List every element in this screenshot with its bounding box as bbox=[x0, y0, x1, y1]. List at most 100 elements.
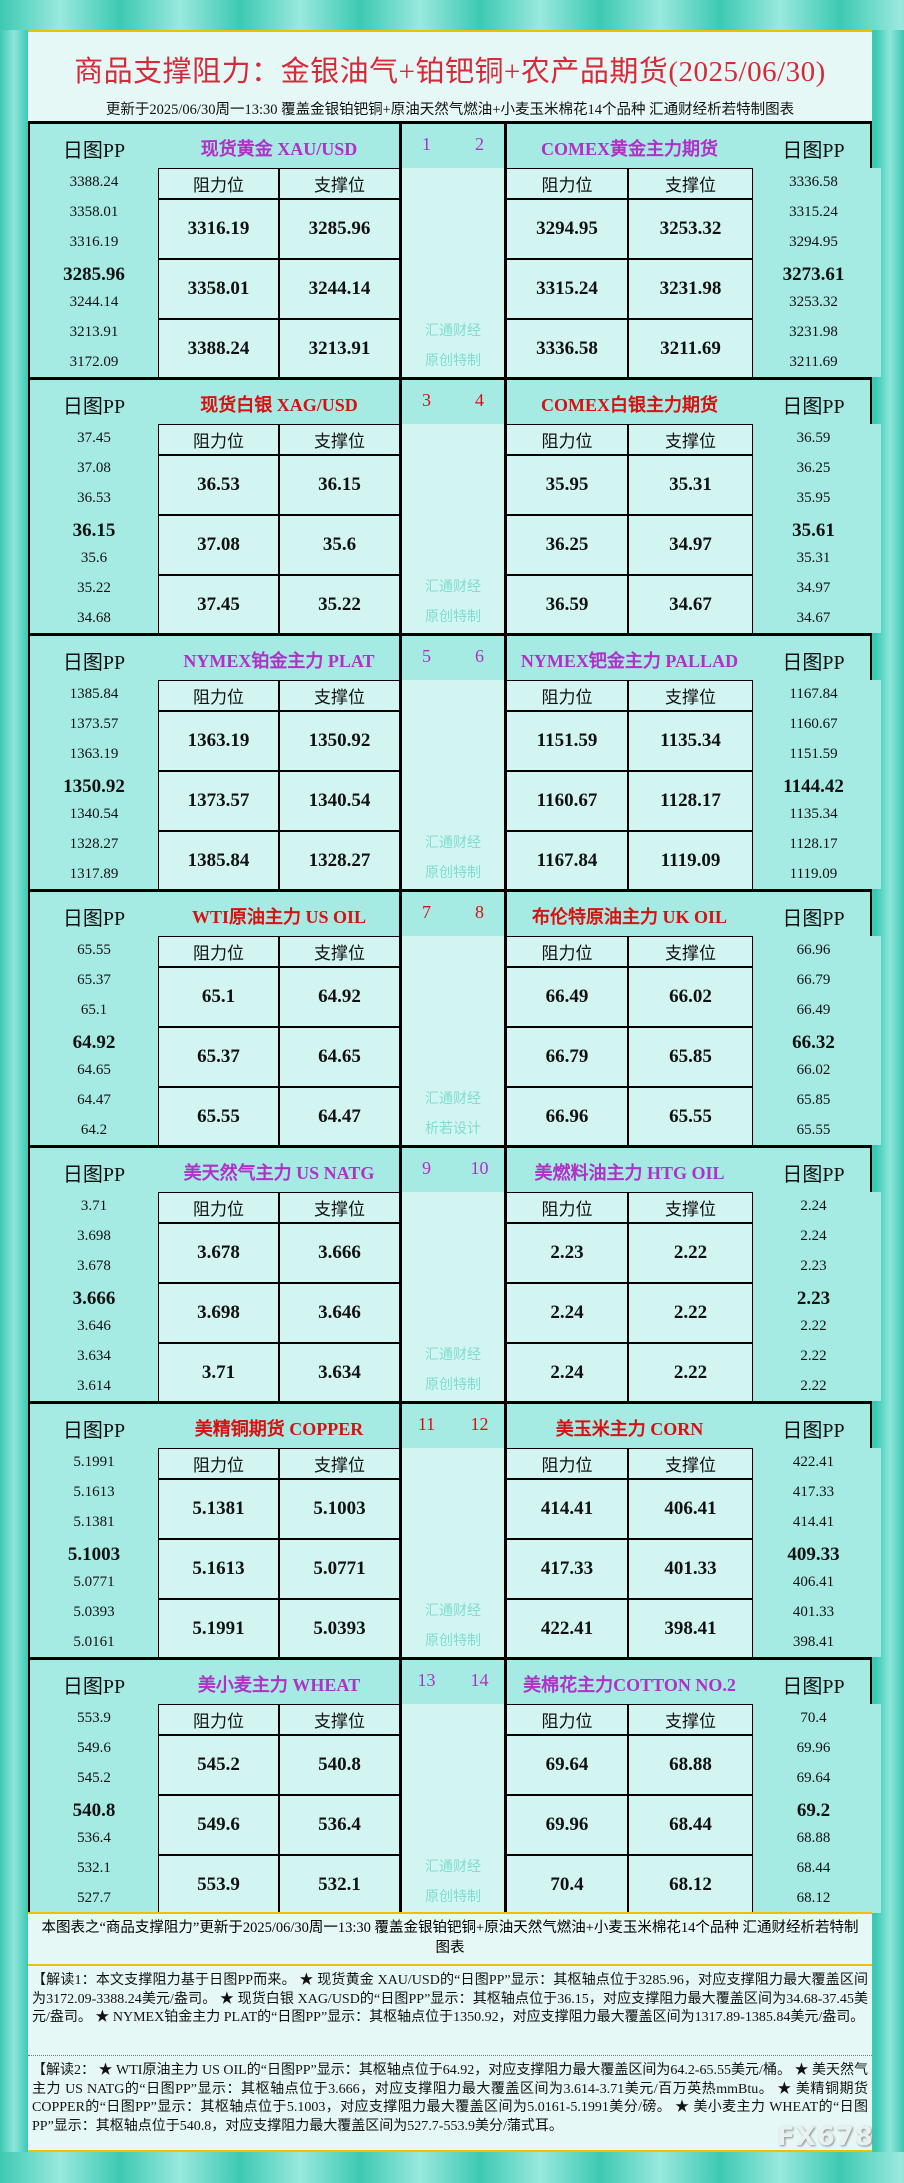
commodity-block: 日图PP 美精铜期货 COPPER 5.1991 5.1613 5.1381 5.1003… bbox=[28, 1401, 881, 1658]
support-cell: 3211.69 bbox=[628, 319, 753, 378]
support-cell: 65.85 bbox=[628, 1027, 753, 1087]
block-header bbox=[30, 124, 870, 168]
pivot-level: 64.65 bbox=[77, 1062, 111, 1078]
pivot-level: 35.31 bbox=[796, 550, 831, 566]
resistance-cell: 36.53 bbox=[158, 455, 279, 515]
resistance-cell: 422.41 bbox=[506, 1599, 628, 1658]
pivot-level: 37.45 bbox=[77, 430, 111, 446]
resistance-cell: 65.55 bbox=[158, 1087, 279, 1146]
footer: 本图表之“商品支撑阻力”更新于2025/06/30周一13:30 覆盖金银铂钯铜… bbox=[28, 1912, 872, 2152]
divider bbox=[504, 380, 507, 633]
support-header: 支撑位 bbox=[279, 168, 400, 199]
divider bbox=[504, 636, 507, 889]
support-cell: 2.22 bbox=[628, 1283, 753, 1343]
watermark-text: 汇通财经 bbox=[425, 324, 481, 339]
watermark-text: 汇通财经 bbox=[425, 1092, 481, 1107]
divider bbox=[399, 380, 402, 633]
pivot-level: 1128.17 bbox=[789, 836, 838, 852]
commodity-title: 美燃料油主力 HTG OIL bbox=[534, 1163, 725, 1183]
pivot-level: 5.1381 bbox=[73, 1514, 115, 1530]
watermark-text: 原创特制 bbox=[425, 354, 481, 369]
pivot-level: 532.1 bbox=[77, 1860, 111, 1876]
support-cell: 34.97 bbox=[628, 515, 753, 575]
block-header bbox=[30, 1148, 870, 1192]
pivot-level: 3.614 bbox=[77, 1378, 111, 1394]
resistance-header: 阻力位 bbox=[158, 1192, 279, 1223]
commodity-block: 日图PP 美天然气主力 US NATG 3.71 3.698 3.678 3.666 3.6… bbox=[28, 1145, 881, 1402]
resistance-cell: 3336.58 bbox=[506, 319, 628, 378]
pivot-point: 36.15 bbox=[72, 520, 116, 541]
pivot-level: 3358.01 bbox=[69, 204, 119, 220]
divider bbox=[399, 124, 402, 377]
resistance-cell: 66.49 bbox=[506, 967, 628, 1027]
pivot-level: 1160.67 bbox=[789, 716, 838, 732]
support-cell: 3.646 bbox=[279, 1283, 400, 1343]
resistance-header: 阻力位 bbox=[158, 424, 279, 455]
pp-label: 日图PP bbox=[62, 140, 126, 162]
support-header: 支撑位 bbox=[279, 936, 400, 967]
pivot-level: 64.2 bbox=[80, 1122, 108, 1138]
pivot-level: 3.678 bbox=[77, 1258, 111, 1274]
resistance-cell: 1167.84 bbox=[506, 831, 628, 890]
commodity-title: COMEX黄金主力期货 bbox=[541, 139, 718, 159]
support-cell: 66.02 bbox=[628, 967, 753, 1027]
pivot-level: 65.37 bbox=[77, 972, 111, 988]
commodity-block: 日图PP WTI原油主力 US OIL 65.55 65.37 65.1 64.92 64.… bbox=[28, 889, 881, 1146]
divider bbox=[399, 1660, 402, 1913]
support-cell: 68.12 bbox=[628, 1855, 753, 1914]
pivot-level: 553.9 bbox=[77, 1710, 111, 1726]
pivot-point: 3273.61 bbox=[782, 264, 845, 285]
resistance-header: 阻力位 bbox=[506, 1448, 628, 1479]
support-cell: 5.0393 bbox=[279, 1599, 400, 1658]
support-header: 支撑位 bbox=[628, 680, 753, 711]
resistance-cell: 37.45 bbox=[158, 575, 279, 634]
block-number: 12 bbox=[470, 1414, 489, 1434]
support-header: 支撑位 bbox=[279, 424, 400, 455]
resistance-cell: 549.6 bbox=[158, 1795, 279, 1855]
commodity-title: 现货黄金 XAU/USD bbox=[200, 139, 358, 159]
support-cell: 1328.27 bbox=[279, 831, 400, 890]
support-cell: 1119.09 bbox=[628, 831, 753, 890]
pivot-level: 2.24 bbox=[800, 1198, 827, 1214]
block-number: 6 bbox=[475, 646, 484, 666]
pivot-point: 5.1003 bbox=[67, 1544, 121, 1565]
support-cell: 401.33 bbox=[628, 1539, 753, 1599]
divider bbox=[504, 1660, 507, 1913]
pivot-level: 401.33 bbox=[792, 1604, 835, 1620]
support-cell: 3.634 bbox=[279, 1343, 400, 1402]
pivot-level: 68.12 bbox=[796, 1890, 831, 1906]
block-number: 10 bbox=[470, 1158, 489, 1178]
pivot-level: 417.33 bbox=[792, 1484, 835, 1500]
resistance-cell: 69.96 bbox=[506, 1795, 628, 1855]
support-cell: 36.15 bbox=[279, 455, 400, 515]
resistance-header: 阻力位 bbox=[158, 168, 279, 199]
pivot-point: 3285.96 bbox=[63, 264, 125, 285]
resistance-header: 阻力位 bbox=[158, 1704, 279, 1735]
pivot-point: 35.61 bbox=[792, 520, 835, 541]
pivot-level: 36.59 bbox=[796, 430, 831, 446]
page-title: 商品支撑阻力：金银油气+铂钯铜+农产品期货(2025/06/30) bbox=[74, 56, 826, 88]
pivot-level: 3253.32 bbox=[789, 294, 838, 310]
support-cell: 3285.96 bbox=[279, 199, 400, 259]
resistance-cell: 3315.24 bbox=[506, 259, 628, 319]
commodity-title: 现货白银 XAG/USD bbox=[200, 395, 358, 415]
pivot-column bbox=[30, 1192, 158, 1401]
pp-label: 日图PP bbox=[782, 908, 845, 930]
resistance-cell: 66.96 bbox=[506, 1087, 628, 1146]
resistance-cell: 65.1 bbox=[158, 967, 279, 1027]
support-cell: 398.41 bbox=[628, 1599, 753, 1658]
pivot-level: 2.22 bbox=[800, 1378, 827, 1394]
pivot-level: 35.22 bbox=[77, 580, 111, 596]
pivot-level: 1385.84 bbox=[69, 686, 119, 702]
pivot-level: 1119.09 bbox=[789, 866, 838, 882]
pivot-level: 3.634 bbox=[77, 1348, 111, 1364]
pivot-column bbox=[753, 1704, 881, 1913]
resistance-cell: 1151.59 bbox=[506, 711, 628, 771]
pivot-level: 1151.59 bbox=[789, 746, 838, 762]
pivot-level: 35.95 bbox=[796, 490, 831, 506]
support-header: 支撑位 bbox=[628, 936, 753, 967]
pp-label: 日图PP bbox=[782, 1420, 845, 1442]
pivot-column bbox=[30, 168, 158, 377]
resistance-cell: 3.71 bbox=[158, 1343, 279, 1402]
pivot-level: 1135.34 bbox=[789, 806, 838, 822]
